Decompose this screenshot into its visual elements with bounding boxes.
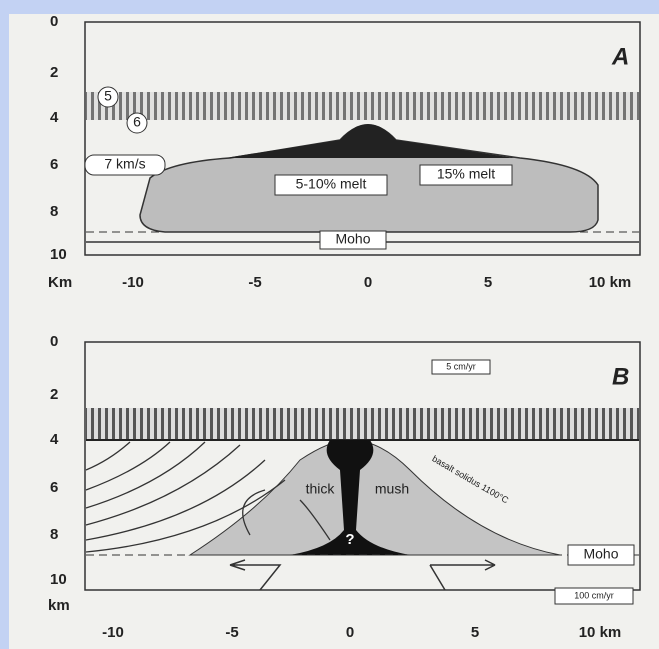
x-tick: -5 <box>225 624 238 641</box>
label-box <box>419 164 513 186</box>
flow-lines <box>85 441 331 553</box>
label-box <box>126 112 148 134</box>
high-melt-zone <box>225 124 515 158</box>
label-box <box>554 587 634 605</box>
x-tick: -10 <box>122 274 144 291</box>
annotation: 7 km/s <box>104 156 145 172</box>
panel-b: 0 2 4 6 8 10 km -10 -5 0 5 10 km B 5 cm/… <box>48 333 641 641</box>
x-tick: 5 <box>471 624 479 641</box>
central-conduit <box>290 440 410 555</box>
label-box <box>274 174 388 196</box>
x-tick: -5 <box>248 274 261 291</box>
label-box <box>319 230 387 250</box>
x-tick: 5 <box>484 274 492 291</box>
x-tick: 10 km <box>589 274 632 291</box>
y-tick: 2 <box>50 386 58 403</box>
frame <box>84 341 641 591</box>
y-tick: 4 <box>50 431 59 448</box>
annotation: 100 cm/yr <box>574 590 614 600</box>
y-tick: 4 <box>50 109 59 126</box>
y-tick: 10 <box>50 246 67 263</box>
y-tick: 0 <box>50 333 58 350</box>
annotation: ? <box>345 531 354 548</box>
x-tick: 0 <box>346 624 354 641</box>
x-tick: -10 <box>102 624 124 641</box>
layer-band <box>86 408 639 440</box>
label-box <box>567 544 635 566</box>
y-tick: 6 <box>50 479 58 496</box>
panel-a: 0 2 4 6 8 10 Km -10 -5 0 5 10 km A 5 6 7… <box>48 13 641 291</box>
y-tick: 6 <box>50 156 58 173</box>
label-box <box>84 154 166 176</box>
y-tick: 2 <box>50 64 58 81</box>
annotation: 5-10% melt <box>296 176 367 192</box>
x-tick: 10 km <box>579 624 622 641</box>
y-tick: 8 <box>50 526 58 543</box>
arrow-right <box>429 559 496 591</box>
arrow-left <box>229 559 282 591</box>
layer-band <box>86 92 639 120</box>
x-tick: 0 <box>364 274 372 291</box>
panel-label: A <box>611 43 629 70</box>
annotation: 6 <box>133 114 141 130</box>
y-tick: 8 <box>50 203 58 220</box>
frame <box>84 21 641 256</box>
annotation: 5 cm/yr <box>446 361 476 371</box>
y-unit: km <box>48 597 70 614</box>
y-tick: 10 <box>50 571 67 588</box>
annotation: thick <box>306 481 336 497</box>
panel-label: B <box>612 363 629 390</box>
x-unit: Km <box>48 274 72 291</box>
label-box <box>97 86 119 108</box>
label-box <box>431 359 491 375</box>
annotation: 15% melt <box>437 166 495 182</box>
annotation: mush <box>375 481 409 497</box>
y-tick: 0 <box>50 13 58 30</box>
annotation: Moho <box>335 231 370 247</box>
annotation: Moho <box>583 546 618 562</box>
annotation: 5 <box>104 88 112 104</box>
